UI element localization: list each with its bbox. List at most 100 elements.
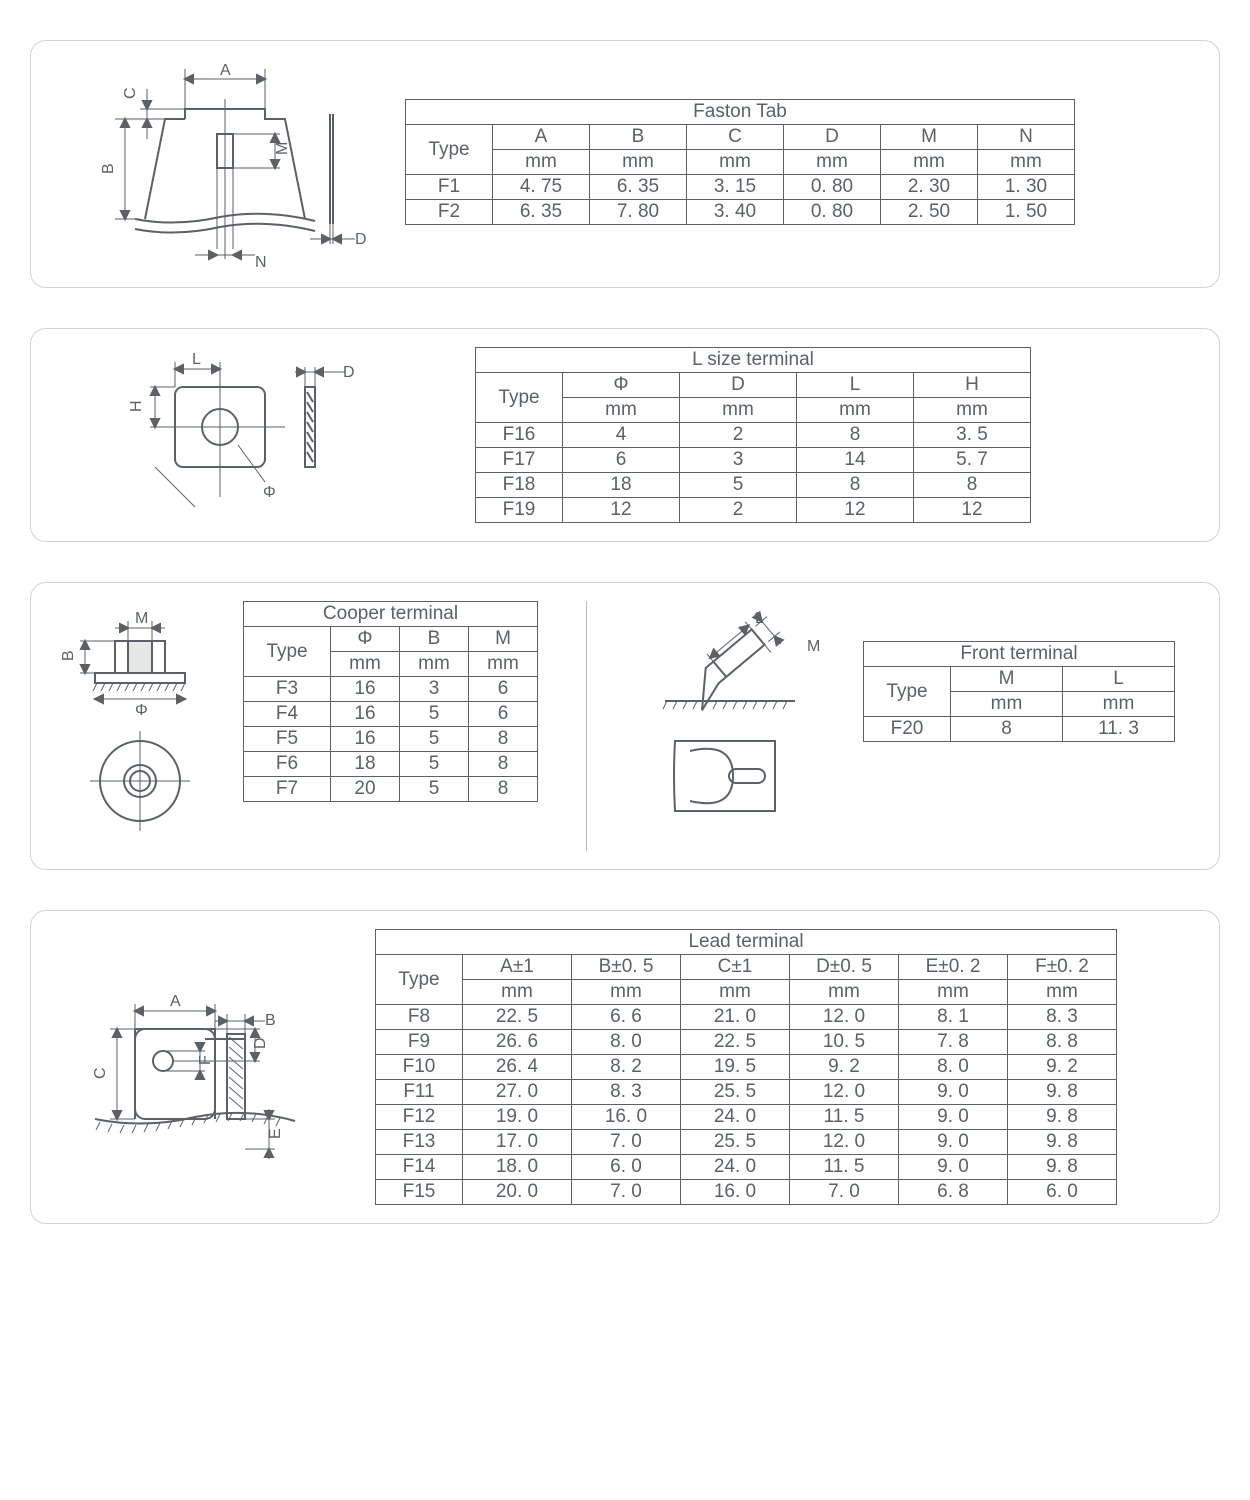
- dim-d: D: [252, 1037, 269, 1049]
- cell: 8: [469, 727, 538, 752]
- cell: F5: [244, 727, 331, 752]
- cell: F8: [376, 1005, 463, 1030]
- unit: mm: [784, 150, 881, 175]
- cell: F11: [376, 1080, 463, 1105]
- cell: 12. 0: [790, 1130, 899, 1155]
- table-row: F1127. 08. 325. 512. 09. 09. 8: [376, 1080, 1117, 1105]
- unit: mm: [899, 980, 1008, 1005]
- cell: 9. 8: [1008, 1155, 1117, 1180]
- type-header: Type: [244, 627, 331, 677]
- col: B: [400, 627, 469, 652]
- cell: 12. 0: [790, 1005, 899, 1030]
- cell: 22. 5: [681, 1030, 790, 1055]
- cell: 9. 0: [899, 1105, 1008, 1130]
- unit: mm: [680, 398, 797, 423]
- table-front: Front terminal Type M L mm mm F20811. 3: [863, 641, 1175, 742]
- cell: 18. 0: [463, 1155, 572, 1180]
- panel-divider: [586, 601, 587, 851]
- cell: F17: [476, 448, 563, 473]
- col-b: B: [590, 125, 687, 150]
- cell: 6: [469, 677, 538, 702]
- col: D: [680, 373, 797, 398]
- cell: 5: [400, 752, 469, 777]
- cell: 9. 0: [899, 1080, 1008, 1105]
- cell: F20: [864, 717, 951, 742]
- table-row: F20811. 3: [864, 717, 1175, 742]
- table-title: Cooper terminal: [244, 602, 538, 627]
- cell: F3: [244, 677, 331, 702]
- cell: F10: [376, 1055, 463, 1080]
- cell: F6: [244, 752, 331, 777]
- col: D±0. 5: [790, 955, 899, 980]
- dim-l: L: [755, 610, 764, 627]
- cell: F2: [406, 200, 493, 225]
- table-row: F51658: [244, 727, 538, 752]
- dim-d: D: [355, 231, 367, 248]
- cell: 26. 4: [463, 1055, 572, 1080]
- cell: 9. 8: [1008, 1130, 1117, 1155]
- col: M: [951, 667, 1063, 692]
- cell: 7. 0: [572, 1180, 681, 1205]
- cell: 6. 8: [899, 1180, 1008, 1205]
- cell: 12: [563, 498, 680, 523]
- cell: 5: [400, 702, 469, 727]
- unit: mm: [951, 692, 1063, 717]
- dim-m: M: [274, 142, 291, 155]
- cell: 11. 3: [1063, 717, 1175, 742]
- cell: F4: [244, 702, 331, 727]
- cell: 5: [400, 777, 469, 802]
- diagram-front: L M: [635, 601, 845, 831]
- col: C±1: [681, 955, 790, 980]
- table-row: F822. 56. 621. 012. 08. 18. 3: [376, 1005, 1117, 1030]
- table-row: F1317. 07. 025. 512. 09. 09. 8: [376, 1130, 1117, 1155]
- dim-b: B: [265, 1012, 276, 1029]
- cell: 7. 0: [790, 1180, 899, 1205]
- cell: 5: [400, 727, 469, 752]
- col-a: A: [493, 125, 590, 150]
- dim-a: A: [170, 993, 181, 1010]
- cell: 16. 0: [572, 1105, 681, 1130]
- table-row: F1219. 016. 024. 011. 59. 09. 8: [376, 1105, 1117, 1130]
- cell: 27. 0: [463, 1080, 572, 1105]
- type-header: Type: [864, 667, 951, 717]
- cell: 17. 0: [463, 1130, 572, 1155]
- panel-cooper-front: M B Φ Cooper terminal Type Φ B M mm mm m…: [30, 582, 1220, 870]
- cell: 16: [331, 727, 400, 752]
- cell: 24. 0: [681, 1155, 790, 1180]
- table-row: F41656: [244, 702, 538, 727]
- unit: mm: [978, 150, 1075, 175]
- cell: F18: [476, 473, 563, 498]
- cell: 5: [680, 473, 797, 498]
- table-row: F191221212: [476, 498, 1031, 523]
- table-row: F72058: [244, 777, 538, 802]
- cell: 11. 5: [790, 1105, 899, 1130]
- dim-m: M: [807, 638, 820, 655]
- dim-l: L: [192, 351, 201, 368]
- table-row: F31636: [244, 677, 538, 702]
- unit: mm: [790, 980, 899, 1005]
- cell: 8: [951, 717, 1063, 742]
- panel-l-size: L H Φ D L size terminal Type Φ D L H mm …: [30, 328, 1220, 542]
- cell: 1. 30: [978, 175, 1075, 200]
- unit: mm: [881, 150, 978, 175]
- table-row: F61858: [244, 752, 538, 777]
- diagram-l-size: L H Φ D: [55, 347, 385, 517]
- cell: 7. 8: [899, 1030, 1008, 1055]
- cell: F13: [376, 1130, 463, 1155]
- unit: mm: [493, 150, 590, 175]
- cell: 8. 3: [572, 1080, 681, 1105]
- diagram-cooper: M B Φ: [55, 601, 225, 851]
- cell: 6. 0: [572, 1155, 681, 1180]
- cell: 9. 2: [790, 1055, 899, 1080]
- cell: F14: [376, 1155, 463, 1180]
- cell: F12: [376, 1105, 463, 1130]
- panel-faston-tab: A C B M N D Faston Tab Type A B C D M N …: [30, 40, 1220, 288]
- cell: 12: [914, 498, 1031, 523]
- panel-lead: A B C D F E Lead terminal Type A±1 B±0. …: [30, 910, 1220, 1224]
- table-l-size: L size terminal Type Φ D L H mm mm mm mm…: [475, 347, 1031, 523]
- dim-f: F: [197, 1055, 214, 1065]
- cell: 8. 0: [899, 1055, 1008, 1080]
- cell: 20. 0: [463, 1180, 572, 1205]
- dim-m: M: [135, 610, 148, 627]
- table-title: L size terminal: [476, 348, 1031, 373]
